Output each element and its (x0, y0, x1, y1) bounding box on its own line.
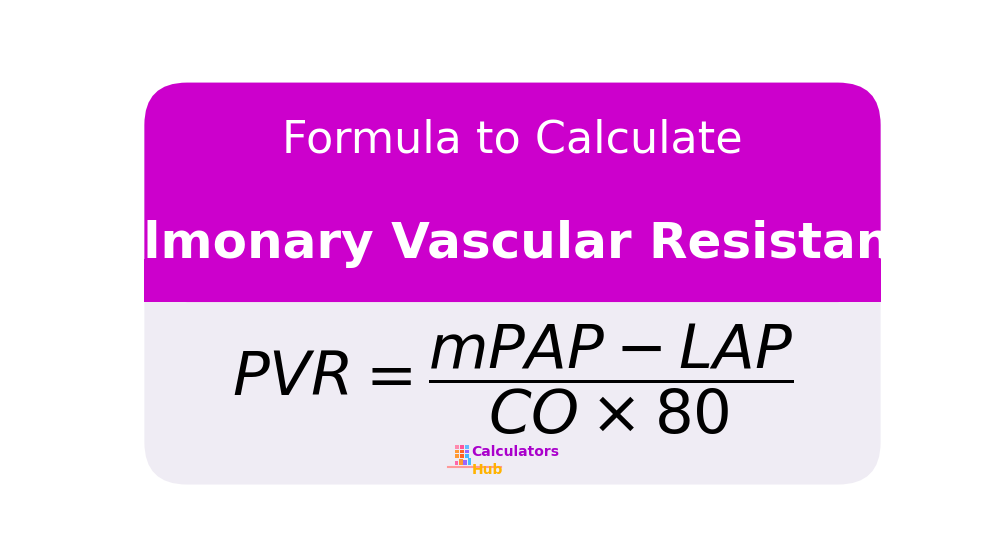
Text: Calculators: Calculators (471, 445, 559, 459)
Bar (460, 450, 464, 453)
FancyBboxPatch shape (144, 82, 881, 302)
Bar (460, 454, 464, 458)
Bar (455, 461, 458, 465)
Bar (468, 458, 471, 465)
Bar (460, 445, 464, 449)
Text: Formula to Calculate: Formula to Calculate (282, 119, 743, 162)
Bar (463, 460, 467, 465)
Text: Hub: Hub (471, 463, 503, 477)
Text: Pulmonary Vascular Resistance: Pulmonary Vascular Resistance (71, 220, 954, 268)
Bar (465, 454, 469, 458)
Bar (455, 454, 459, 458)
Bar (459, 459, 463, 465)
FancyBboxPatch shape (144, 83, 881, 484)
Bar (455, 445, 459, 449)
Bar (144, 259, 881, 302)
Bar (465, 445, 469, 449)
Bar (465, 450, 469, 453)
Bar (455, 450, 459, 453)
Text: $\mathit{PVR} = \dfrac{\mathit{mPAP} - \mathit{LAP}}{\mathit{CO} \times 80}$: $\mathit{PVR} = \dfrac{\mathit{mPAP} - \… (232, 321, 793, 437)
